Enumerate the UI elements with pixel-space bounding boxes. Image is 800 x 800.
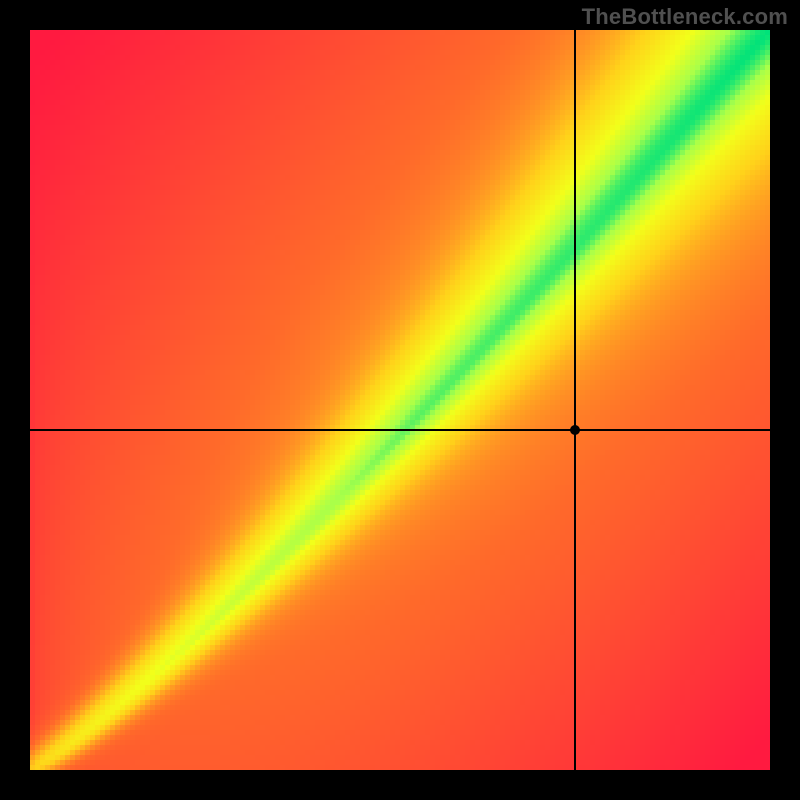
watermark-text: TheBottleneck.com [582,4,788,30]
chart-container: TheBottleneck.com [0,0,800,800]
crosshair-horizontal [30,429,770,431]
crosshair-marker [570,425,580,435]
crosshair-vertical [574,30,576,770]
bottleneck-heatmap [30,30,770,770]
